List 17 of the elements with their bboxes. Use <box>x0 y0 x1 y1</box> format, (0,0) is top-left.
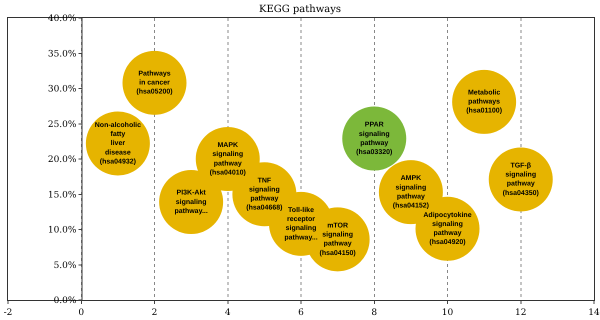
y-tick-label: 30.0% <box>48 84 77 95</box>
chart-title: KEGG pathways <box>258 4 342 15</box>
y-tick-label: 20.0% <box>48 155 77 166</box>
x-tick-label: 6 <box>298 308 304 318</box>
x-tick-label: 8 <box>371 308 378 318</box>
y-tick-label: 15.0% <box>48 190 77 200</box>
x-tick-label: 12 <box>515 308 526 318</box>
y-tick-label: 10.0% <box>48 226 77 236</box>
x-tick-label: 10 <box>442 308 454 318</box>
x-tick-label: 0 <box>78 308 84 318</box>
y-tick-label: 25.0% <box>48 120 77 130</box>
y-tick-label: 35.0% <box>48 49 77 60</box>
y-tick-label: 5.0% <box>54 260 77 271</box>
x-tick-label: 14 <box>588 308 600 318</box>
x-tick-label: -2 <box>4 308 12 318</box>
x-tick-label: 2 <box>152 308 158 318</box>
x-tick-label: 4 <box>224 308 231 318</box>
